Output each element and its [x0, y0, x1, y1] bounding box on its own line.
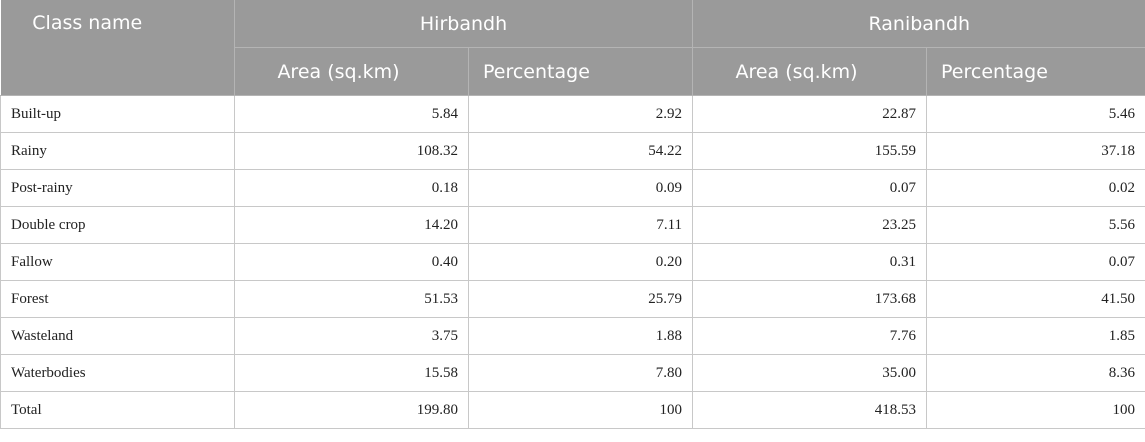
cell-ranibandh-area: 35.00	[692, 354, 928, 392]
cell-hirbandh-percentage: 54.22	[467, 132, 694, 170]
cell-hirbandh-area: 14.20	[234, 206, 469, 244]
cell-ranibandh-area: 22.87	[692, 95, 928, 133]
table-row: Double crop 14.20 7.11 23.25 5.56	[0, 206, 1145, 244]
row-label: Rainy	[0, 132, 235, 170]
cell-ranibandh-percentage: 100	[926, 391, 1145, 429]
row-label: Waterbodies	[0, 354, 235, 392]
cell-ranibandh-percentage: 5.56	[926, 206, 1145, 244]
table-header: Class name Hirbandh Ranibandh Area (sq.k…	[0, 0, 1145, 96]
header-row-subcolumns: Area (sq.km) Percentage Area (sq.km) Per…	[1, 47, 1145, 96]
cell-ranibandh-percentage: 0.07	[926, 243, 1145, 281]
cell-ranibandh-area: 0.07	[692, 169, 928, 207]
header-group-ranibandh: Ranibandh	[692, 0, 1145, 48]
cell-hirbandh-percentage: 7.11	[467, 206, 694, 244]
cell-ranibandh-area: 0.31	[692, 243, 928, 281]
cell-hirbandh-percentage: 100	[467, 391, 694, 429]
row-label: Fallow	[0, 243, 235, 281]
cell-ranibandh-percentage: 0.02	[926, 169, 1145, 207]
cell-hirbandh-percentage: 0.09	[467, 169, 694, 207]
row-label: Post-rainy	[0, 169, 235, 207]
cell-ranibandh-percentage: 41.50	[926, 280, 1145, 318]
header-row-groups: Class name Hirbandh Ranibandh	[0, 0, 1145, 96]
table-row: Waterbodies 15.58 7.80 35.00 8.36	[0, 354, 1145, 392]
cell-hirbandh-percentage: 2.92	[467, 95, 694, 133]
land-use-table: Class name Hirbandh Ranibandh Area (sq.k…	[0, 0, 1145, 429]
header-class-name: Class name	[0, 0, 235, 96]
cell-ranibandh-area: 173.68	[692, 280, 928, 318]
cell-ranibandh-percentage: 5.46	[926, 95, 1145, 133]
cell-hirbandh-percentage: 1.88	[467, 317, 694, 355]
cell-hirbandh-area: 3.75	[234, 317, 469, 355]
table-row: Wasteland 3.75 1.88 7.76 1.85	[0, 317, 1145, 355]
header-ranibandh-area: Area (sq.km)	[692, 47, 928, 96]
header-hirbandh-percentage: Percentage	[468, 47, 694, 96]
cell-ranibandh-percentage: 8.36	[926, 354, 1145, 392]
cell-ranibandh-area: 23.25	[692, 206, 928, 244]
cell-ranibandh-area: 7.76	[692, 317, 928, 355]
table-row: Fallow 0.40 0.20 0.31 0.07	[0, 243, 1145, 281]
cell-hirbandh-percentage: 7.80	[467, 354, 694, 392]
cell-hirbandh-area: 0.18	[234, 169, 469, 207]
cell-hirbandh-area: 199.80	[234, 391, 469, 429]
cell-hirbandh-area: 15.58	[234, 354, 469, 392]
table-body: Built-up 5.84 2.92 22.87 5.46 Rainy 108.…	[0, 95, 1145, 429]
table-row: Post-rainy 0.18 0.09 0.07 0.02	[0, 169, 1145, 207]
cell-hirbandh-area: 0.40	[234, 243, 469, 281]
cell-ranibandh-percentage: 37.18	[926, 132, 1145, 170]
table-row-total: Total 199.80 100 418.53 100	[0, 391, 1145, 429]
table-row: Forest 51.53 25.79 173.68 41.50	[0, 280, 1145, 318]
row-label: Double crop	[0, 206, 235, 244]
cell-hirbandh-area: 5.84	[234, 95, 469, 133]
row-label: Built-up	[0, 95, 235, 133]
table-row: Rainy 108.32 54.22 155.59 37.18	[0, 132, 1145, 170]
header-hirbandh-area: Area (sq.km)	[234, 47, 469, 96]
cell-hirbandh-percentage: 0.20	[467, 243, 694, 281]
row-label: Wasteland	[0, 317, 235, 355]
row-label: Forest	[0, 280, 235, 318]
cell-hirbandh-area: 108.32	[234, 132, 469, 170]
cell-ranibandh-percentage: 1.85	[926, 317, 1145, 355]
row-label: Total	[0, 391, 235, 429]
cell-ranibandh-area: 155.59	[692, 132, 928, 170]
cell-hirbandh-area: 51.53	[234, 280, 469, 318]
cell-hirbandh-percentage: 25.79	[467, 280, 694, 318]
header-group-hirbandh: Hirbandh	[234, 0, 694, 48]
cell-ranibandh-area: 418.53	[692, 391, 928, 429]
table-row: Built-up 5.84 2.92 22.87 5.46	[0, 95, 1145, 133]
header-ranibandh-percentage: Percentage	[926, 47, 1145, 96]
